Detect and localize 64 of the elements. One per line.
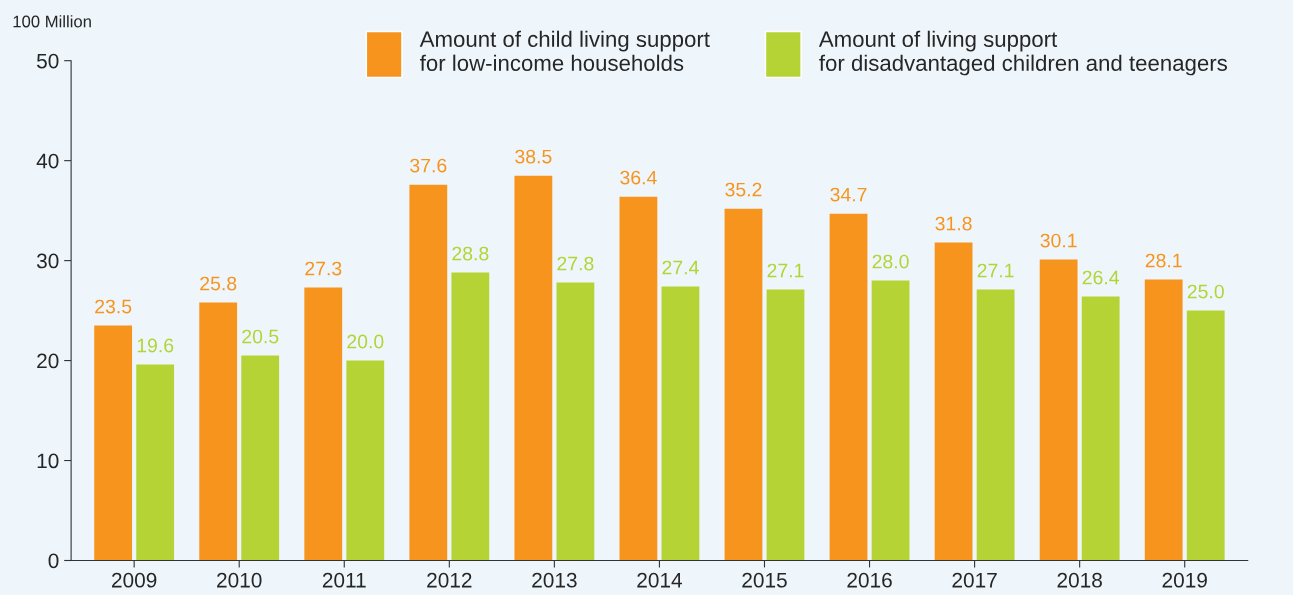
data-label: 27.8 [557,256,594,271]
bar [976,289,1015,561]
data-label: 20.0 [347,334,384,349]
data-label: 28.8 [452,246,489,261]
x-tick-label: 2018 [1057,572,1102,588]
bar [1081,296,1120,561]
bar [199,302,238,561]
legend-label: Amount of living support for disadvantaged children and teenagers [818,30,1227,76]
data-label: 37.6 [410,158,447,173]
bar [1039,259,1078,561]
bar [451,272,490,561]
data-label: 25.8 [200,276,237,291]
data-label: 28.0 [872,254,909,269]
data-label: 27.4 [662,260,699,275]
bar [829,213,868,561]
legend-label: Amount of child living support for low-income households [419,30,710,71]
x-tick-label: 2016 [847,572,892,588]
data-label: 30.1 [1040,233,1077,248]
x-tick-label: 2011 [322,572,366,588]
data-label: 31.8 [935,216,972,231]
data-label: 19.6 [137,338,174,353]
y-tick-label: 40 [36,153,59,169]
x-tick-label: 2012 [427,572,472,588]
bar [766,289,805,561]
bar [871,280,910,561]
bar [304,287,343,561]
y-tick-label: 20 [37,353,59,369]
x-tick-label: 2013 [532,572,577,588]
y-tick-label: 30 [36,253,59,269]
data-label: 35.2 [725,182,762,197]
data-label: 25.0 [1187,284,1224,299]
bar [346,360,385,561]
y-tick-label: 10 [37,453,59,469]
x-tick-label: 2015 [742,572,787,588]
x-tick-label: 2019 [1162,572,1207,588]
bar [241,355,280,561]
data-label: 26.4 [1082,270,1120,285]
bar [724,208,763,561]
y-axis-title: 100 Million [13,15,91,28]
bar [661,286,700,561]
bar [1144,279,1183,561]
data-label: 34.7 [830,187,867,202]
bar [619,196,658,561]
x-tick-label: 2017 [952,572,997,588]
x-tick-label: 2014 [637,572,682,588]
data-label: 38.5 [515,149,552,164]
bar [409,184,448,561]
data-label: 20.5 [242,329,279,344]
y-tick-label: 50 [36,53,59,69]
bar [514,175,553,561]
x-tick-label: 2010 [217,572,262,588]
bar [934,242,973,561]
data-label: 23.5 [95,299,132,314]
data-label: 27.3 [305,261,342,276]
y-tick-label: 0 [48,553,59,569]
data-label: 28.1 [1145,253,1182,268]
data-label: 27.1 [977,263,1014,278]
data-label: 27.1 [767,263,804,278]
bar [1186,310,1225,561]
data-label: 36.4 [620,170,657,185]
x-tick-label: 2009 [112,572,157,588]
bar [94,325,133,561]
bar [136,364,175,561]
bar [556,282,595,561]
